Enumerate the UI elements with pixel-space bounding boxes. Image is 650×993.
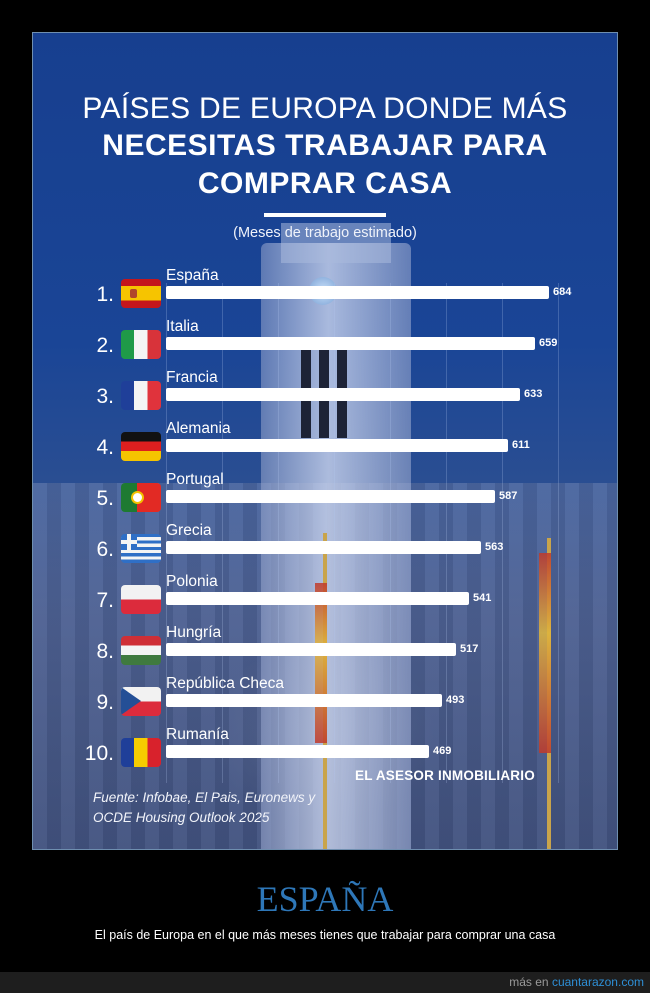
bar-row: 6. Grecia 563 bbox=[33, 521, 617, 571]
country-label: España bbox=[166, 267, 219, 284]
bar-row: 4. Alemania 611 bbox=[33, 419, 617, 469]
title-line-2: NECESITAS TRABAJAR PARA bbox=[102, 129, 548, 162]
source-note: Fuente: Infobae, El Pais, Euronews y OCD… bbox=[93, 788, 315, 828]
gridline bbox=[446, 283, 447, 783]
bar-row: 2. Italia 659 bbox=[33, 317, 617, 367]
country-label: Polonia bbox=[166, 573, 218, 590]
value-label: 633 bbox=[524, 388, 543, 400]
portugal-flag-icon bbox=[121, 483, 161, 512]
bar bbox=[166, 286, 549, 299]
value-label: 541 bbox=[473, 592, 492, 604]
source-line-1: Fuente: Infobae, El Pais, Euronews y bbox=[93, 790, 316, 805]
bar-row: 7. Polonia 541 bbox=[33, 572, 617, 622]
france-flag-icon bbox=[121, 381, 161, 410]
source-line-2: OCDE Housing Outlook 2025 bbox=[93, 810, 270, 825]
country-label: Portugal bbox=[166, 471, 224, 488]
bar bbox=[166, 694, 442, 707]
greece-flag-icon bbox=[121, 534, 161, 563]
rank-number: 8. bbox=[96, 640, 114, 663]
chart-title: PAÍSES DE EUROPA DONDE MÁS NECESITAS TRA… bbox=[33, 91, 617, 241]
bar-row: 10. Rumanía 469 bbox=[33, 725, 617, 775]
tower-spire bbox=[281, 223, 391, 263]
rank-number: 1. bbox=[96, 283, 114, 306]
gridline bbox=[222, 283, 223, 783]
bar bbox=[166, 592, 469, 605]
bar-row: 3. Francia 633 bbox=[33, 368, 617, 418]
gridline bbox=[558, 283, 559, 783]
title-divider bbox=[264, 213, 386, 217]
gridline bbox=[390, 283, 391, 783]
country-label: Francia bbox=[166, 369, 218, 386]
rank-number: 6. bbox=[96, 538, 114, 561]
germany-flag-icon bbox=[121, 432, 161, 461]
bar bbox=[166, 439, 508, 452]
bar-row: 5. Portugal 587 bbox=[33, 470, 617, 520]
rank-number: 4. bbox=[96, 436, 114, 459]
italy-flag-icon bbox=[121, 330, 161, 359]
bar-row: 8. Hungría 517 bbox=[33, 623, 617, 673]
value-label: 493 bbox=[446, 694, 465, 706]
rank-number: 7. bbox=[96, 589, 114, 612]
country-label: Rumanía bbox=[166, 726, 229, 743]
bar bbox=[166, 643, 456, 656]
romania-flag-icon bbox=[121, 738, 161, 767]
spanish-flag-on-pole bbox=[539, 553, 551, 753]
gridline bbox=[278, 283, 279, 783]
site-link[interactable]: cuantarazon.com bbox=[551, 975, 644, 989]
value-label: 611 bbox=[512, 439, 530, 451]
value-label: 563 bbox=[485, 541, 504, 553]
bar bbox=[166, 541, 481, 554]
bar bbox=[166, 388, 520, 401]
title-line-3: COMPRAR CASA bbox=[197, 167, 453, 200]
rank-number: 5. bbox=[96, 487, 114, 510]
caption-title: ESPAÑA bbox=[256, 879, 394, 919]
gridline bbox=[166, 283, 167, 783]
rank-number: 2. bbox=[96, 334, 114, 357]
gridline bbox=[502, 283, 503, 783]
site-footer: más en cuantarazon.com bbox=[0, 972, 650, 993]
country-label: República Checa bbox=[166, 675, 285, 692]
rank-number: 10. bbox=[84, 742, 114, 765]
country-label: Hungría bbox=[166, 624, 222, 641]
poland-flag-icon bbox=[121, 585, 161, 614]
value-label: 469 bbox=[433, 745, 452, 757]
bar bbox=[166, 490, 495, 503]
rank-number: 3. bbox=[96, 385, 114, 408]
bar bbox=[166, 337, 535, 350]
country-label: Alemania bbox=[166, 420, 231, 437]
bar bbox=[166, 745, 429, 758]
bar-row: 9. República Checa 493 bbox=[33, 674, 617, 724]
value-label: 659 bbox=[539, 337, 558, 349]
caption-text: El país de Europa en el que más meses ti… bbox=[94, 928, 556, 942]
country-label: Italia bbox=[166, 318, 199, 335]
title-line-1: PAÍSES DE EUROPA DONDE MÁS bbox=[82, 92, 568, 125]
value-label: 587 bbox=[499, 490, 518, 502]
footer-prefix: más en bbox=[509, 975, 549, 989]
value-label: 684 bbox=[553, 286, 572, 298]
bar-row: 1. España 684 bbox=[33, 266, 617, 316]
gridline bbox=[334, 283, 335, 783]
rank-number: 9. bbox=[96, 691, 114, 714]
hungary-flag-icon bbox=[121, 636, 161, 665]
brand-watermark: EL ASESOR INMOBILIARIO bbox=[355, 768, 535, 783]
spain-flag-icon bbox=[121, 279, 161, 308]
value-label: 517 bbox=[460, 643, 479, 655]
country-label: Grecia bbox=[166, 522, 212, 539]
czech-flag-icon bbox=[121, 687, 161, 716]
chart-subtitle: (Meses de trabajo estimado) bbox=[233, 225, 417, 241]
infographic-image: PAÍSES DE EUROPA DONDE MÁS NECESITAS TRA… bbox=[32, 32, 618, 850]
